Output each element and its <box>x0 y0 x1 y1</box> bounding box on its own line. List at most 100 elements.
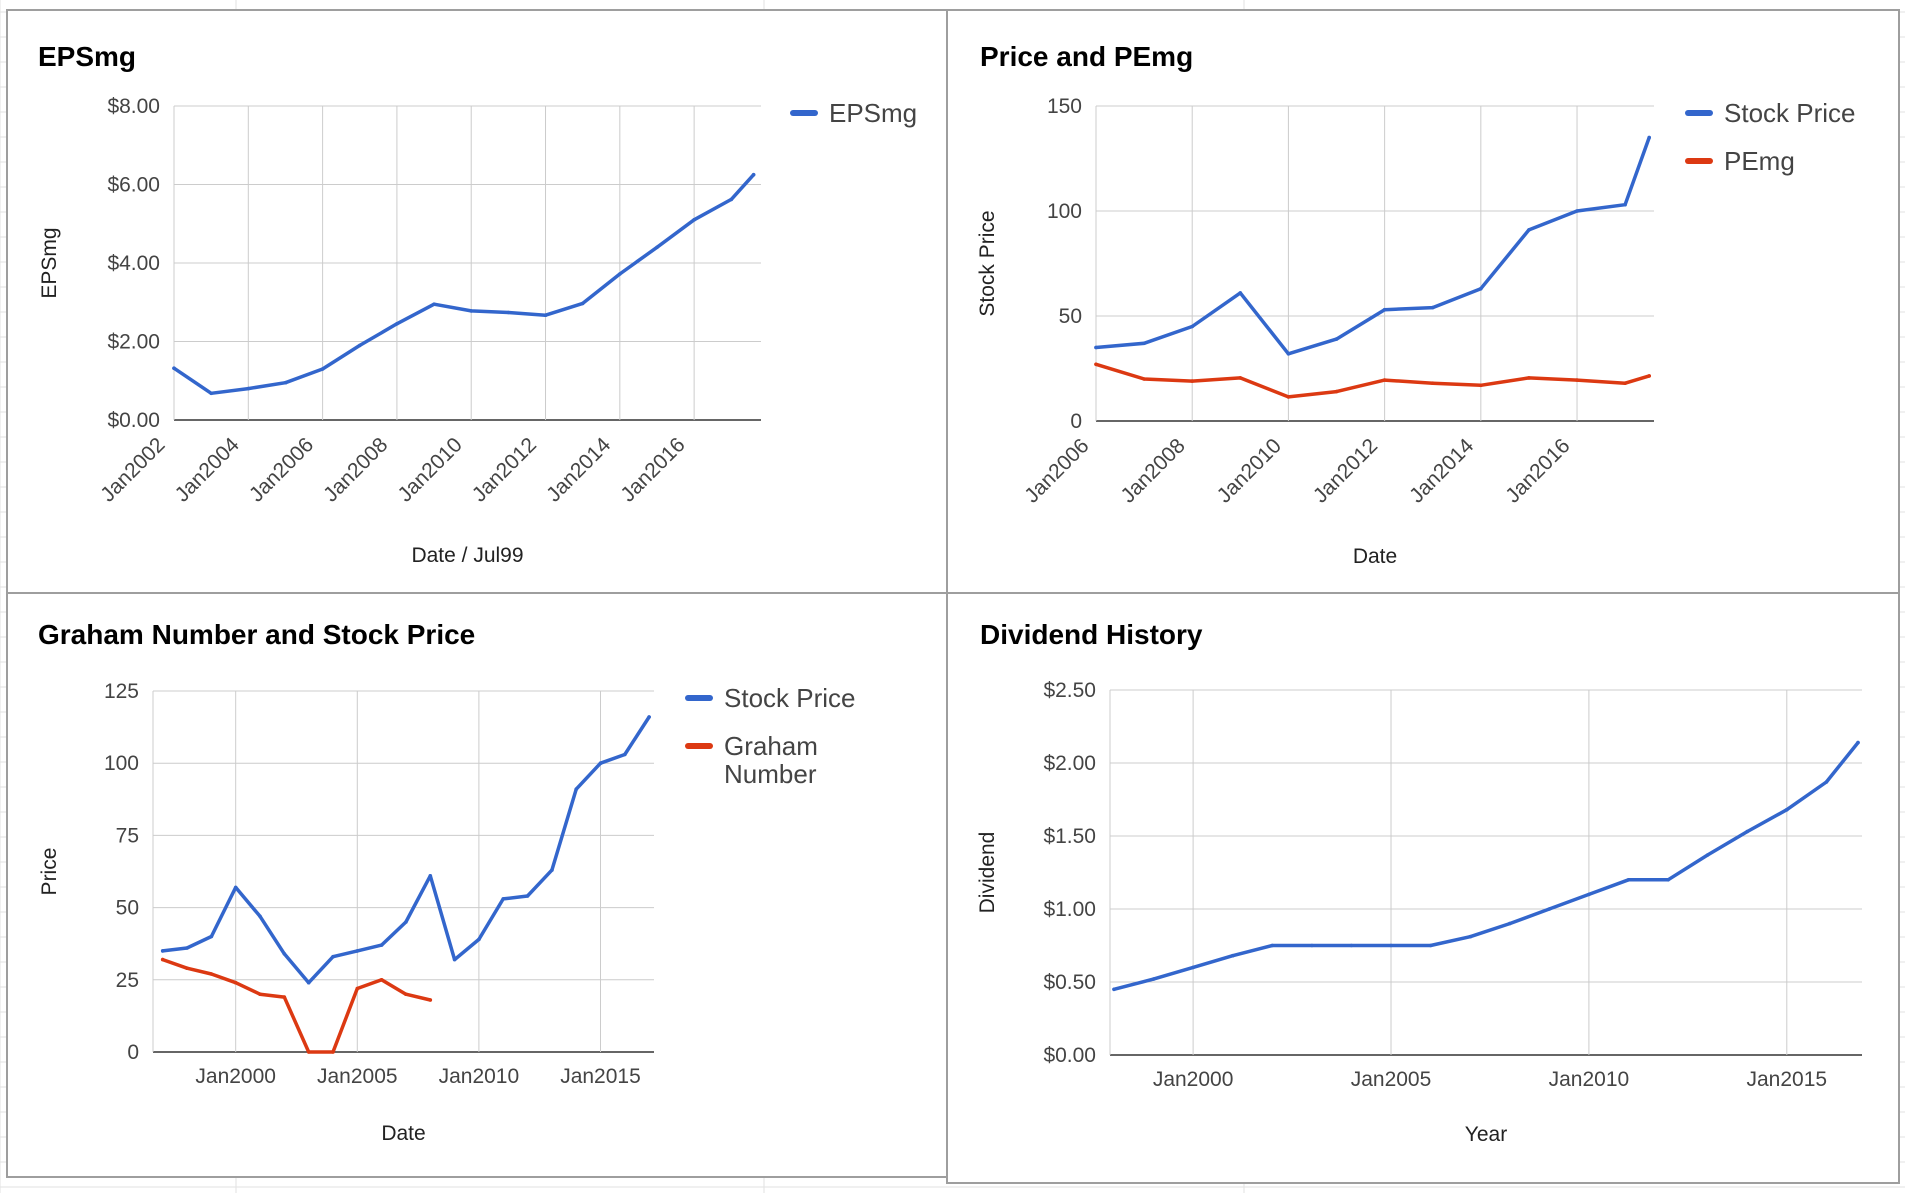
data-point <box>1286 352 1291 356</box>
y-tick-label: 100 <box>104 752 139 775</box>
data-point <box>1270 943 1275 948</box>
data-point <box>1575 209 1579 213</box>
data-point <box>1112 987 1116 992</box>
data-point <box>543 313 548 318</box>
data-point <box>1382 378 1387 382</box>
data-point <box>1151 977 1156 981</box>
chart-dividend-history[interactable]: Dividend History $0.00 $0.50 $1.00 $1.50 $2.0… <box>946 592 1900 1184</box>
data-point <box>306 980 311 985</box>
data-point <box>598 761 603 765</box>
y-axis-label: Dividend <box>976 832 999 914</box>
x-tick-label: Jan2000 <box>1153 1068 1234 1091</box>
data-point <box>647 715 651 719</box>
data-point <box>1094 345 1098 350</box>
legend-label: Stock Price <box>724 683 856 713</box>
data-point <box>306 1050 311 1054</box>
y-tick-label: $4.00 <box>107 252 160 275</box>
data-point <box>1310 943 1314 948</box>
data-point <box>1623 202 1627 207</box>
data-point <box>1745 829 1749 834</box>
data-point <box>1430 381 1435 386</box>
data-point <box>258 992 262 996</box>
data-point <box>379 978 384 982</box>
data-point <box>506 310 511 315</box>
data-point <box>404 992 408 996</box>
x-tick-label: Jan2015 <box>1747 1068 1828 1091</box>
data-point <box>525 894 530 898</box>
data-point <box>1430 305 1435 310</box>
data-point <box>618 272 622 276</box>
series-line <box>1112 740 1860 992</box>
data-point <box>1785 807 1789 812</box>
x-tick-label: Jan2012 <box>1309 434 1382 507</box>
data-point <box>209 391 213 396</box>
data-point <box>580 301 585 306</box>
data-point <box>258 914 262 919</box>
data-point <box>1856 740 1860 745</box>
data-point <box>1349 943 1354 948</box>
data-point <box>729 197 734 202</box>
data-point <box>1666 878 1670 882</box>
y-tick-label: $6.00 <box>107 174 160 197</box>
x-tick-label: Jan2004 <box>171 433 244 506</box>
x-tick-label: Jan2006 <box>245 433 318 506</box>
chart-title: Graham Number and Stock Price <box>38 619 475 650</box>
y-tick-label: $8.00 <box>107 95 160 118</box>
data-point <box>1428 943 1433 948</box>
data-point <box>282 995 287 999</box>
data-point <box>1623 381 1627 386</box>
x-tick-label: Jan2005 <box>317 1065 398 1088</box>
data-point <box>1238 291 1243 295</box>
data-point <box>1334 337 1339 341</box>
y-axis-label: Price <box>38 848 61 896</box>
data-point <box>209 934 214 939</box>
y-axis-label: Stock Price <box>976 210 999 316</box>
data-point <box>395 322 399 326</box>
x-tick-label: Jan2016 <box>1501 434 1574 507</box>
data-point <box>428 874 433 878</box>
y-tick-label: $2.00 <box>107 331 160 354</box>
chart-epsmg[interactable]: EPSmg $0.00 $2.00 $4.00 $6.00 $8.00 Jan2002 Jan… <box>6 9 948 594</box>
data-point <box>355 986 360 991</box>
data-point <box>550 868 554 872</box>
data-point <box>692 218 696 222</box>
data-point <box>1230 953 1235 958</box>
chart-price-pemg[interactable]: Price and PEmg 0 50 100 150 Jan2006 Jan2008 Jan… <box>946 9 1900 594</box>
data-point <box>1479 383 1483 388</box>
data-point <box>1468 934 1472 939</box>
series-line <box>1094 362 1651 399</box>
series-line <box>1094 135 1651 356</box>
x-tick-label: Jan2014 <box>1405 434 1478 507</box>
data-point <box>160 949 165 953</box>
series-line <box>172 172 756 396</box>
x-tick-label: Jan2014 <box>542 433 615 506</box>
data-point <box>1647 374 1651 378</box>
data-point <box>501 897 506 901</box>
x-tick-label: Jan2008 <box>319 433 392 506</box>
data-point <box>574 787 578 791</box>
data-point <box>428 998 433 1002</box>
data-point <box>172 366 176 371</box>
y-tick-label: $0.00 <box>107 409 160 432</box>
x-tick-label: Jan2005 <box>1351 1068 1432 1091</box>
chart-title: EPSmg <box>38 41 136 72</box>
data-point <box>1527 228 1531 232</box>
y-axis-label: EPSmg <box>38 227 61 298</box>
x-tick-label: Jan2010 <box>1213 434 1286 507</box>
data-point <box>1705 853 1710 857</box>
y-tick-label: 150 <box>1047 95 1082 118</box>
chart-title: Dividend History <box>980 619 1203 650</box>
legend-label: Stock Price <box>1724 98 1856 128</box>
x-tick-label: Jan2010 <box>439 1065 520 1088</box>
data-point <box>452 957 457 962</box>
data-point <box>404 920 408 924</box>
data-point <box>477 937 481 942</box>
data-point <box>623 752 627 757</box>
data-point <box>1190 379 1194 383</box>
data-point <box>1142 341 1146 346</box>
y-tick-label: $2.50 <box>1043 679 1096 702</box>
y-tick-label: 75 <box>116 824 139 847</box>
y-tick-label: 0 <box>1070 410 1082 433</box>
y-tick-label: $2.00 <box>1043 752 1096 775</box>
chart-graham-number[interactable]: Graham Number and Stock Price 0 25 50 75 100 1… <box>6 592 948 1178</box>
